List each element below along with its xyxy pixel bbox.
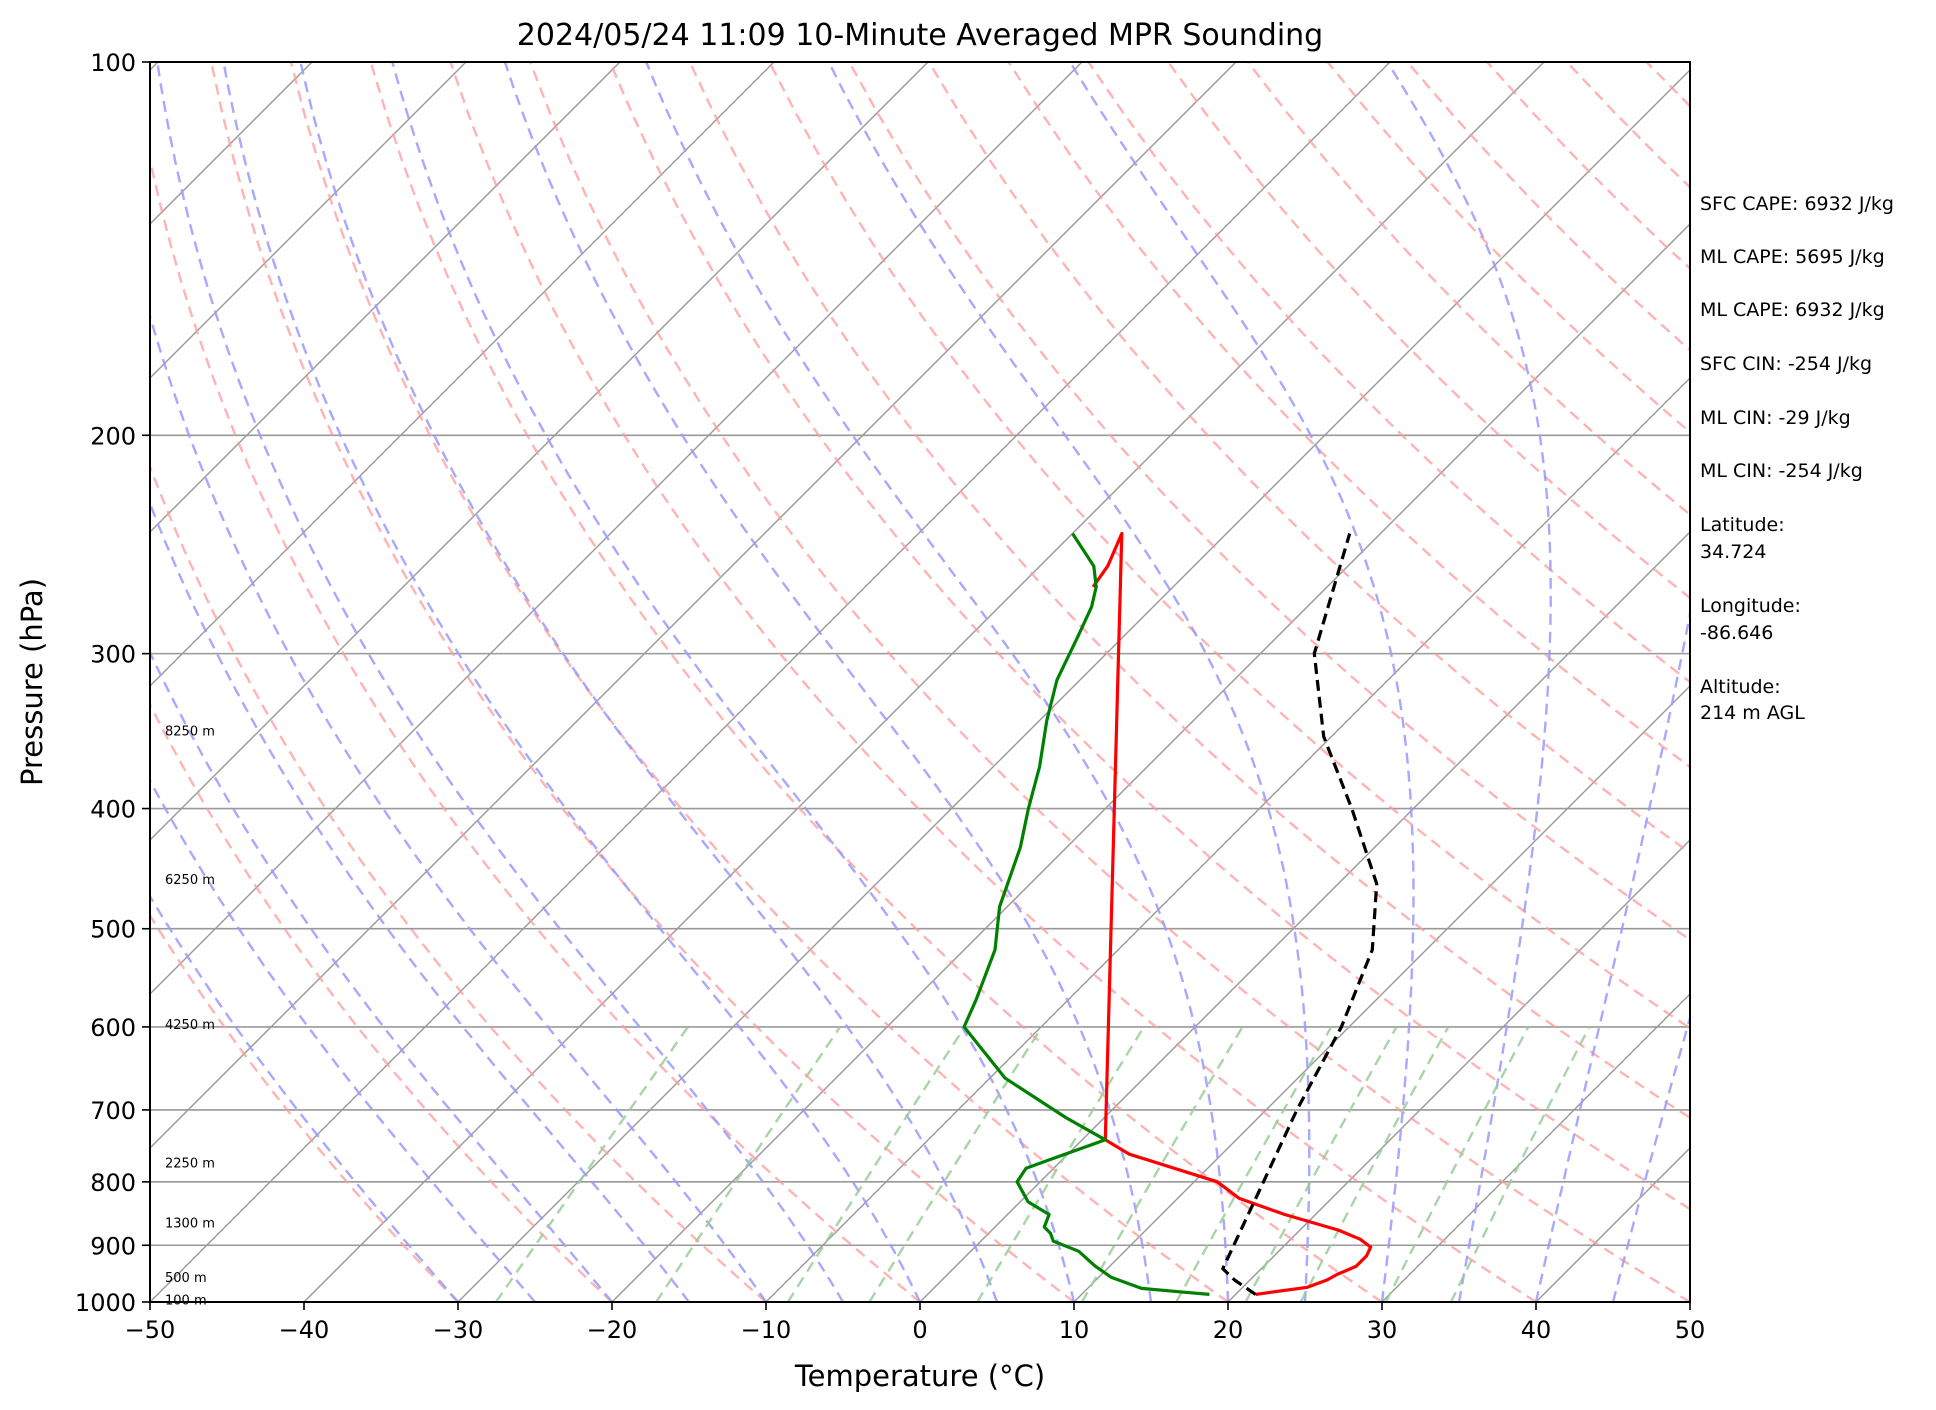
mixing-ratio-line: [496, 1027, 688, 1302]
x-tick-label: 0: [912, 1316, 927, 1344]
dry-adiabat-line: [530, 62, 1690, 1302]
longitude-value: -86.646: [1700, 622, 1773, 644]
latitude-label: Latitude:: [1700, 514, 1785, 536]
y-tick-label: 1000: [75, 1289, 136, 1317]
ml-cin-text: ML CIN: -29 J/kg: [1700, 407, 1851, 429]
plot-frame: [150, 62, 1690, 1302]
sfc-cape-text: SFC CAPE: 6932 J/kg: [1700, 193, 1894, 215]
altitude-value: 214 m AGL: [1700, 702, 1805, 724]
y-tick-label: 100: [90, 49, 136, 77]
mixing-ratio-line: [1451, 1027, 1589, 1302]
y-tick-label: 400: [90, 796, 136, 824]
y-tick-label: 800: [90, 1169, 136, 1197]
ml-cape-text: ML CAPE: 5695 J/kg: [1700, 246, 1885, 268]
y-tick-label: 200: [90, 422, 136, 450]
temperature-line: [1093, 534, 1371, 1295]
x-tick-label: −20: [587, 1316, 638, 1344]
isotherm-line: [0, 62, 1236, 1302]
moist-adiabat-line: [0, 62, 458, 1302]
dry-adiabat-line: [451, 62, 1537, 1302]
isotherm-line: [458, 62, 1698, 1302]
isotherm-line: [0, 62, 1082, 1302]
x-axis-title: Temperature (°C): [794, 1359, 1045, 1393]
ml-cape-text-2: ML CAPE: 6932 J/kg: [1700, 299, 1885, 321]
height-label: 8250 m: [165, 724, 215, 739]
height-label: 4250 m: [165, 1018, 215, 1033]
isotherm-line: [612, 62, 1852, 1302]
y-tick-label: 700: [90, 1097, 136, 1125]
chart-title: 2024/05/24 11:09 10-Minute Averaged MPR …: [517, 18, 1323, 53]
y-axis-title: Pressure (hPa): [15, 578, 49, 786]
height-label: 2250 m: [165, 1157, 215, 1172]
dry-adiabat-line: [0, 62, 458, 1302]
x-tick-label: 50: [1675, 1316, 1706, 1344]
y-tick-label: 600: [90, 1014, 136, 1042]
isotherm-line: [0, 62, 4, 1302]
moist-adiabat-line: [829, 62, 1310, 1302]
longitude-label: Longitude:: [1700, 595, 1801, 617]
height-label: 500 m: [165, 1271, 207, 1286]
height-label: 1300 m: [165, 1217, 215, 1232]
x-tick-label: 10: [1059, 1316, 1090, 1344]
moist-adiabat-line: [392, 62, 1074, 1302]
sfc-cin-text: SFC CIN: -254 J/kg: [1700, 353, 1872, 375]
latitude-value: 34.724: [1700, 541, 1766, 563]
mixing-ratio-line: [788, 1027, 965, 1302]
x-tick-label: 20: [1213, 1316, 1244, 1344]
dry-adiabat-line: [52, 62, 766, 1302]
parcel-line: [1223, 534, 1377, 1295]
y-tick-label: 300: [90, 641, 136, 669]
moist-adiabat-line: [301, 62, 998, 1302]
moist-adiabat-line: [46, 62, 689, 1302]
mixing-ratio-line: [869, 1027, 1042, 1302]
x-tick-label: −40: [279, 1316, 330, 1344]
x-tick-label: −10: [741, 1316, 792, 1344]
ml-cin-text-2: ML CIN: -254 J/kg: [1700, 460, 1863, 482]
side-panel: SFC CAPE: 6932 J/kg ML CAPE: 5695 J/kg M…: [1700, 193, 1894, 724]
x-tick-label: −30: [433, 1316, 484, 1344]
x-tick-label: 40: [1521, 1316, 1552, 1344]
x-tick-label: −50: [125, 1316, 176, 1344]
x-tick-label: 30: [1367, 1316, 1398, 1344]
y-tick-label: 500: [90, 916, 136, 944]
moist-adiabat-line: [505, 62, 1151, 1302]
altitude-label: Altitude:: [1700, 676, 1781, 698]
moist-adiabat-line: [224, 62, 921, 1302]
height-label: 6250 m: [165, 873, 215, 888]
dry-adiabat-line: [211, 62, 1074, 1302]
y-tick-label: 900: [90, 1232, 136, 1260]
mixing-ratio-line: [977, 1027, 1144, 1302]
mixing-ratio-line: [1301, 1027, 1449, 1302]
moist-adiabat-line: [1070, 62, 1414, 1302]
isotherm-line: [0, 62, 466, 1302]
mixing-ratio-line: [656, 1027, 840, 1302]
isotherm-line: [150, 62, 1390, 1302]
height-label: 100 m: [165, 1293, 207, 1308]
